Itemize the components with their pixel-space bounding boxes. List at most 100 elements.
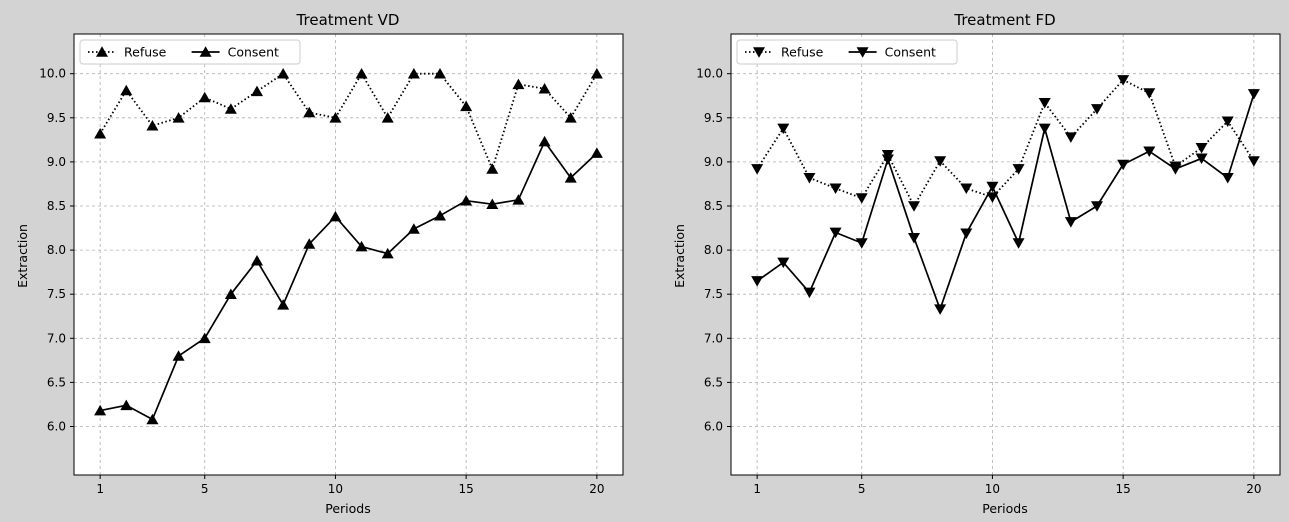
data-point-consent xyxy=(1064,217,1077,228)
data-point-consent xyxy=(855,238,868,249)
y-tick-label: 7.5 xyxy=(47,287,66,301)
data-point-refuse xyxy=(1117,75,1130,86)
legend: Refuse Consent xyxy=(79,39,301,65)
data-point-refuse xyxy=(224,103,237,114)
data-point-consent xyxy=(1221,172,1234,184)
data-point-refuse xyxy=(590,67,603,79)
y-axis-label: Extraction xyxy=(672,224,687,288)
data-point-refuse xyxy=(855,193,868,204)
plot-frame xyxy=(73,33,624,476)
y-tick-label: 9.5 xyxy=(47,111,66,125)
data-point-refuse xyxy=(803,172,816,184)
data-point-refuse xyxy=(751,164,764,175)
data-point-consent xyxy=(934,304,947,315)
data-point-consent xyxy=(172,350,185,361)
data-point-consent xyxy=(329,210,342,222)
y-tick-label: 10.0 xyxy=(696,67,723,81)
plot-frame xyxy=(730,33,1281,476)
data-point-consent xyxy=(381,247,394,259)
x-tick-label: 1 xyxy=(96,482,104,496)
legend-label-refuse: Refuse xyxy=(124,45,167,60)
data-point-refuse xyxy=(381,112,394,123)
data-point-refuse xyxy=(94,127,107,139)
data-point-consent xyxy=(960,228,973,240)
x-tick-label: 20 xyxy=(589,482,604,496)
x-tick-label: 5 xyxy=(858,482,866,496)
y-tick-label: 10.0 xyxy=(39,67,66,81)
plot-area xyxy=(731,34,1280,475)
x-axis-label: Periods xyxy=(982,501,1028,516)
data-point-refuse xyxy=(829,183,842,195)
data-point-consent xyxy=(1143,146,1156,158)
data-point-consent xyxy=(590,147,603,158)
data-point-consent xyxy=(751,276,764,287)
data-point-refuse xyxy=(198,91,211,103)
y-tick-label: 6.0 xyxy=(47,419,66,433)
y-tick-label: 8.0 xyxy=(704,243,723,257)
x-tick-label: 15 xyxy=(1116,482,1131,496)
legend-label-refuse: Refuse xyxy=(781,45,824,60)
data-point-consent xyxy=(564,172,577,183)
data-point-refuse xyxy=(146,120,159,131)
data-point-consent xyxy=(1012,238,1025,249)
data-point-consent xyxy=(277,299,290,310)
y-tick-label: 7.5 xyxy=(704,287,723,301)
data-point-consent xyxy=(120,399,133,411)
data-point-consent xyxy=(94,404,107,416)
y-tick-label: 9.0 xyxy=(704,155,723,169)
data-point-refuse xyxy=(1064,132,1077,143)
legend-box xyxy=(736,39,958,65)
data-point-refuse xyxy=(564,112,577,123)
legend: Refuse Consent xyxy=(736,39,958,65)
legend-label-consent: Consent xyxy=(228,45,279,60)
y-tick-label: 6.5 xyxy=(704,375,723,389)
y-tick-label: 8.0 xyxy=(47,243,66,257)
data-point-refuse xyxy=(1091,104,1103,115)
series-line-consent xyxy=(99,140,598,421)
data-point-refuse xyxy=(486,163,499,174)
data-point-refuse xyxy=(1143,88,1156,99)
y-axis-label: Extraction xyxy=(15,224,30,288)
data-point-consent xyxy=(829,227,842,239)
data-point-refuse xyxy=(1247,156,1260,167)
y-tick-label: 9.0 xyxy=(47,155,66,169)
chart-title: Treatment VD xyxy=(296,11,400,29)
data-point-refuse xyxy=(303,106,316,118)
data-point-refuse xyxy=(1195,142,1208,154)
data-point-consent xyxy=(251,254,263,266)
y-tick-label: 6.0 xyxy=(704,419,723,433)
data-point-consent xyxy=(986,181,999,193)
data-point-consent xyxy=(1195,153,1208,165)
data-point-refuse xyxy=(777,123,790,135)
data-point-refuse xyxy=(277,67,290,79)
data-point-refuse xyxy=(538,82,551,94)
data-point-refuse xyxy=(251,85,263,97)
y-tick-label: 7.0 xyxy=(47,331,66,345)
x-tick-label: 5 xyxy=(201,482,209,496)
data-point-refuse xyxy=(434,67,446,79)
x-tick-label: 15 xyxy=(459,482,474,496)
x-tick-label: 20 xyxy=(1246,482,1261,496)
data-point-refuse xyxy=(1012,164,1025,175)
data-point-consent xyxy=(908,232,920,244)
data-point-consent xyxy=(512,194,525,205)
data-point-refuse xyxy=(329,112,342,123)
x-tick-label: 10 xyxy=(328,482,343,496)
legend-marker-consent xyxy=(199,46,212,57)
data-point-consent xyxy=(1117,159,1130,171)
data-point-refuse xyxy=(1038,97,1051,109)
y-tick-label: 8.5 xyxy=(47,199,66,213)
chart-title: Treatment FD xyxy=(953,11,1055,29)
data-point-consent xyxy=(224,288,237,299)
plot-area xyxy=(74,34,623,475)
data-point-consent xyxy=(803,287,816,299)
data-point-consent xyxy=(777,257,790,269)
data-point-consent xyxy=(881,154,894,165)
data-point-consent xyxy=(1091,201,1103,212)
data-point-consent xyxy=(486,198,499,210)
data-point-consent xyxy=(460,194,473,206)
data-point-refuse xyxy=(172,112,185,123)
data-point-consent xyxy=(1038,123,1051,135)
data-point-refuse xyxy=(908,201,920,212)
